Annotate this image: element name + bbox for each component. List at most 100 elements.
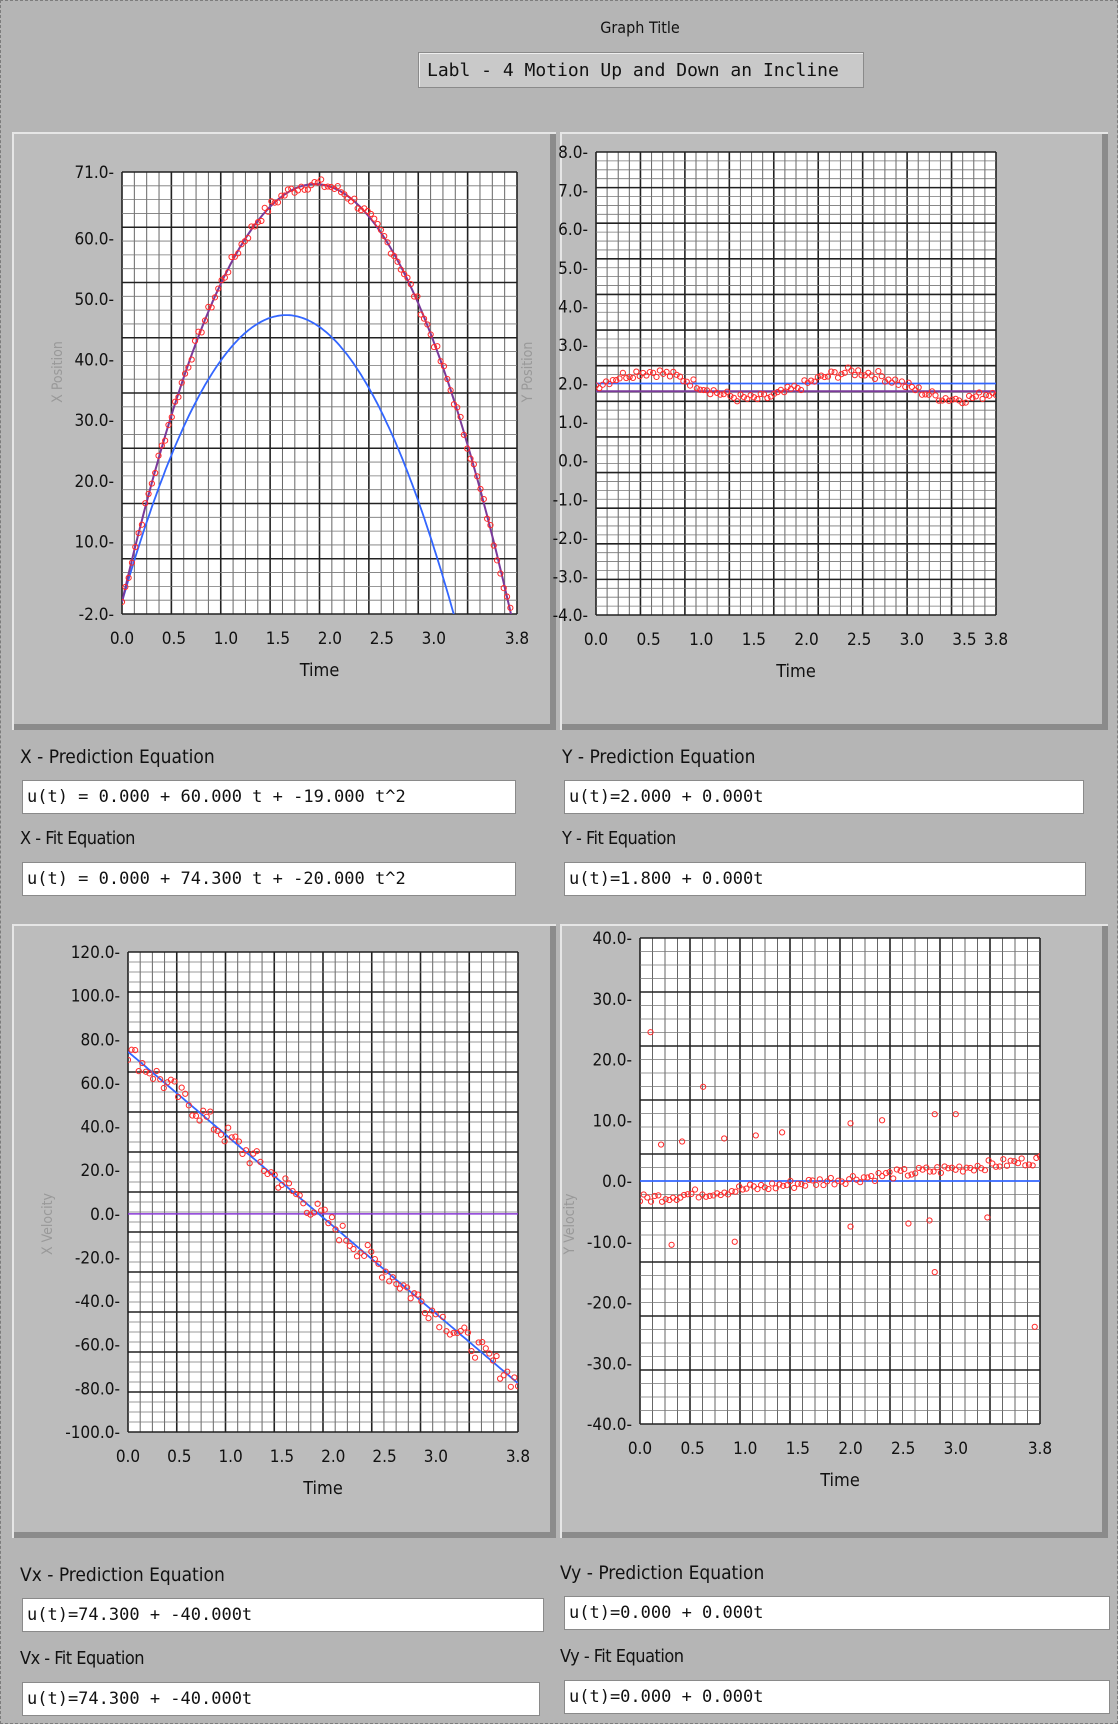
- data-point: [208, 304, 215, 311]
- data-point: [436, 1324, 443, 1331]
- data-point: [945, 1165, 952, 1172]
- data-point: [814, 374, 821, 381]
- x-prediction-field[interactable]: u(t) = 0.000 + 60.000 t + -19.000 t^2: [22, 780, 516, 814]
- data-point: [192, 1112, 200, 1119]
- data-point: [420, 315, 428, 322]
- data-point: [904, 1172, 911, 1179]
- x-fit-field[interactable]: u(t) = 0.000 + 74.300 t + -20.000 t^2: [22, 862, 516, 896]
- data-point: [875, 1169, 882, 1177]
- y-tick-label: 3.0-: [558, 336, 588, 356]
- data-point: [613, 377, 620, 384]
- data-point: [727, 393, 734, 400]
- x-position-chart[interactable]: 0.0 0.5 1.0 1.5 2.0 2.5 3.0 3.8 71.0- 60.0- 50.0- 4…: [12, 132, 556, 730]
- y-velocity-chart[interactable]: 0.0 0.5 1.0 1.5 2.0 2.5 3.0 3.8 40.0- 30.0- 20.0- 1…: [560, 924, 1108, 1538]
- data-point: [633, 368, 640, 375]
- data-point: [132, 543, 139, 551]
- data-point: [932, 392, 939, 399]
- data-point: [901, 1166, 908, 1173]
- data-point: [821, 373, 828, 381]
- data-point: [246, 1160, 253, 1167]
- data-point: [657, 1141, 665, 1148]
- y-position-chart[interactable]: 0.0 0.5 1.0 1.5 2.0 2.5 3.0 3.5 3.8 8.0- 7.0- 6.0- 5…: [520, 132, 1108, 730]
- data-point: [181, 370, 189, 377]
- x-velocity-chart[interactable]: 0.0 0.5 1.0 1.5 2.0 2.5 3.0 3.8 120.0- 100.0- 80.0…: [12, 924, 556, 1538]
- y-tick-label: 1.0-: [558, 413, 588, 433]
- data-point: [780, 1182, 787, 1189]
- data-point: [346, 1242, 353, 1249]
- data-point: [418, 1298, 425, 1305]
- data-point: [746, 1181, 754, 1188]
- data-point: [188, 356, 195, 363]
- data-point: [666, 373, 674, 380]
- data-point: [434, 343, 441, 350]
- data-point: [1007, 1157, 1014, 1164]
- vy-prediction-field[interactable]: u(t)=0.000 + 0.000t: [564, 1596, 1110, 1630]
- vx-prediction-field[interactable]: u(t)=74.300 + -40.000t: [22, 1598, 544, 1632]
- data-point: [446, 1331, 454, 1338]
- data-point: [1031, 1323, 1038, 1330]
- data-point: [679, 1138, 686, 1145]
- data-point: [443, 1328, 450, 1335]
- data-point: [424, 321, 431, 328]
- data-point: [487, 522, 494, 529]
- x-tick-label: 1.0: [218, 1447, 242, 1467]
- data-point: [511, 1374, 518, 1381]
- x-fit-label: X - Fit Equation: [20, 828, 135, 849]
- data-point: [918, 391, 926, 398]
- data-point: [871, 375, 879, 383]
- data-point: [797, 386, 805, 394]
- data-point: [828, 368, 835, 375]
- data-point: [629, 374, 637, 381]
- data-point: [655, 1192, 662, 1199]
- y-tick-label: 71.0-: [74, 163, 114, 183]
- y-tick-label: -40.0-: [75, 1292, 120, 1312]
- x-tick-label: 3.5: [952, 630, 976, 650]
- data-point: [985, 1157, 992, 1164]
- data-point: [138, 521, 146, 528]
- data-point: [1014, 1160, 1022, 1167]
- data-point: [482, 1345, 489, 1352]
- data-point: [278, 1181, 285, 1189]
- data-point: [976, 389, 983, 396]
- y-tick-label: -2.0-: [553, 529, 588, 549]
- data-point: [474, 473, 481, 480]
- data-point: [367, 210, 375, 218]
- data-point: [688, 1190, 695, 1198]
- data-point: [148, 480, 155, 487]
- data-point: [1025, 1161, 1033, 1168]
- data-point: [165, 421, 172, 429]
- vx-fit-field[interactable]: u(t)=74.300 + -40.000t: [22, 1682, 540, 1716]
- data-point: [332, 1226, 339, 1233]
- data-point: [721, 1189, 728, 1196]
- data-point: [668, 1241, 675, 1248]
- data-point: [128, 1046, 135, 1053]
- graph-title-field[interactable]: Labl - 4 Motion Up and Down an Incline: [418, 52, 864, 88]
- data-point: [1022, 1162, 1029, 1169]
- data-point: [285, 1180, 293, 1187]
- y-prediction-field[interactable]: u(t)=2.000 + 0.000t: [564, 780, 1084, 814]
- data-point: [764, 394, 771, 402]
- x-tick-label: 2.5: [847, 630, 871, 650]
- y-tick-label: 4.0-: [558, 297, 588, 317]
- data-point: [175, 393, 182, 401]
- data-point: [824, 1178, 831, 1185]
- x-position-graph-panel: 0.0 0.5 1.0 1.5 2.0 2.5 3.0 3.8 71.0- 60.0- 50.0- 4…: [12, 132, 556, 730]
- data-point: [895, 381, 902, 388]
- vy-fit-label: Vy - Fit Equation: [560, 1646, 684, 1667]
- y-axis-title: Y Position: [520, 342, 536, 404]
- y-tick-label: 30.0-: [74, 411, 114, 431]
- data-point: [599, 381, 606, 388]
- data-point: [146, 1070, 153, 1077]
- data-point: [1043, 1106, 1048, 1111]
- data-point: [132, 1047, 139, 1054]
- data-point: [401, 271, 408, 278]
- y-fit-field[interactable]: u(t)=1.800 + 0.000t: [564, 862, 1086, 896]
- data-point: [245, 234, 252, 242]
- data-point: [739, 1186, 746, 1193]
- y-tick-label: 30.0-: [592, 990, 632, 1010]
- data-point: [198, 329, 205, 336]
- data-point: [779, 1129, 786, 1136]
- data-point: [314, 1200, 321, 1207]
- data-point: [754, 1185, 761, 1193]
- vy-fit-field[interactable]: u(t)=0.000 + 0.000t: [564, 1680, 1110, 1714]
